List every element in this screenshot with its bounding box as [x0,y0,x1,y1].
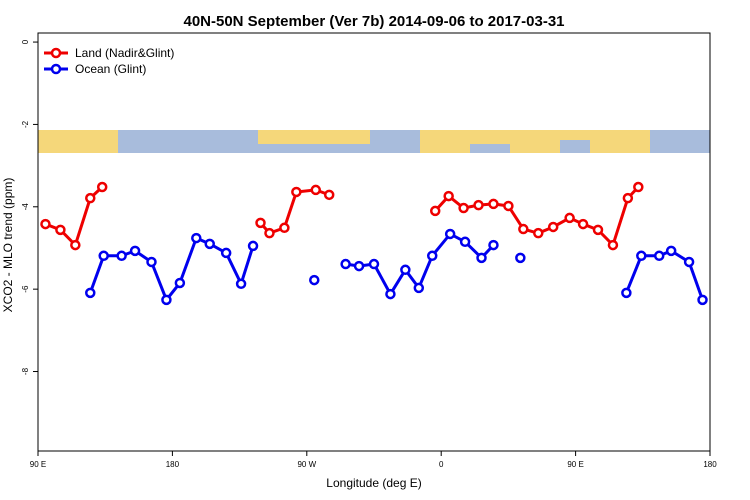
y-tick-label: -8 [21,367,30,375]
data-point [340,258,351,270]
data-point [174,277,186,289]
data-point [310,184,322,196]
x-tick-label: 180 [703,460,717,469]
world-map-band [38,130,710,153]
data-point [291,186,302,198]
data-point [458,202,469,214]
legend-marker [50,47,62,59]
y-tick-label: -2 [21,120,30,128]
data-point [665,245,677,257]
data-point [98,250,109,262]
x-tick-label: 90 E [567,460,583,469]
data-point [55,224,66,236]
data-point [204,238,215,250]
data-point [564,212,575,224]
data-point [429,205,441,217]
data-point [577,218,589,230]
series-line [624,249,704,301]
data-point [592,224,604,236]
series-line [88,236,255,303]
data-point [488,198,499,210]
y-tick-label: -4 [21,203,30,211]
data-point [413,282,425,294]
data-point [279,222,290,234]
x-tick-label: 90 E [30,460,46,469]
data-point [385,288,396,300]
data-point [85,287,96,299]
data-point [547,221,559,233]
data-point [116,250,127,262]
legend-marker [50,63,62,75]
plot-frame [37,32,711,452]
data-point [622,192,634,204]
data-point [161,294,172,306]
data-point [85,192,96,204]
y-axis-label: XCO2 - MLO trend (ppm) [1,178,15,313]
data-point [40,218,51,230]
data-point [503,200,514,212]
data-point [621,287,632,299]
data-point [400,264,411,276]
data-point [309,274,320,286]
x-tick-label: 90 W [297,460,316,469]
data-point [368,258,380,270]
data-point [443,190,454,202]
data-point [247,240,259,252]
data-point [683,256,695,268]
data-point [191,232,202,244]
data-point [444,228,456,240]
legend-label: Land (Nadir&Glint) [75,46,174,60]
data-point [473,199,484,211]
chart-title: 40N-50N September (Ver 7b) 2014-09-06 to… [183,13,564,30]
data-point [653,250,665,262]
data-point [146,256,157,268]
y-tick-label: -6 [21,285,30,293]
data-point [220,247,232,259]
data-point [697,294,708,306]
data-point [129,245,141,257]
data-point [459,236,471,248]
data-point [515,252,526,264]
data-point [235,278,247,290]
data-point [255,217,266,229]
legend-label: Ocean (Glint) [75,62,146,76]
data-point [518,223,529,235]
data-point [607,239,619,251]
y-tick-label: 0 [21,39,30,44]
data-point [264,227,275,239]
data-point [633,181,644,193]
data-point [488,239,499,251]
data-point [426,250,438,262]
data-point [636,250,647,262]
data-point [353,260,365,272]
data-point [70,239,81,251]
data-point [323,189,335,201]
data-point [96,181,108,193]
data-point [533,227,544,239]
x-tick-label: 0 [439,460,444,469]
data-point [476,252,487,264]
x-tick-label: 180 [166,460,180,469]
x-axis-label: Longitude (deg E) [326,476,421,490]
